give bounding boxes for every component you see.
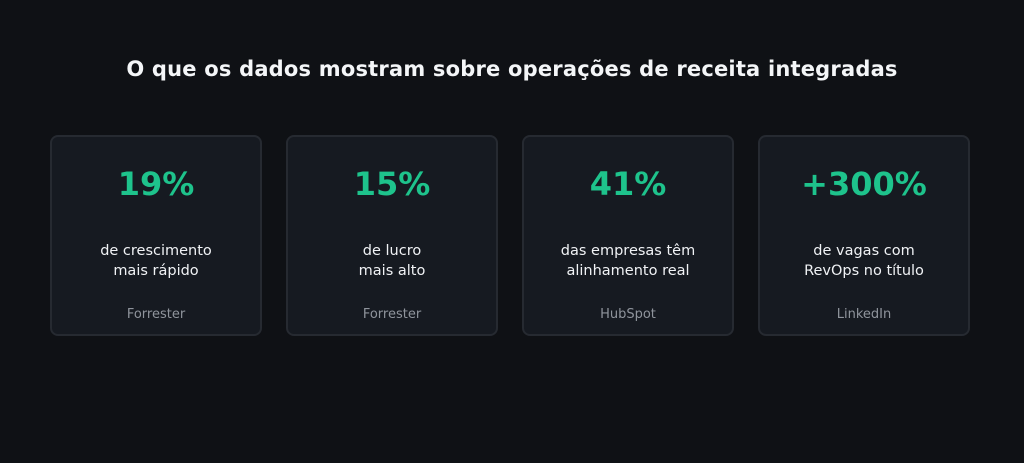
stats-cards: 19% de crescimento mais rápido Forrester… — [50, 135, 970, 336]
stat-source: Forrester — [126, 307, 186, 322]
stat-card-profit: 15% de lucro mais alto Forrester — [286, 135, 498, 336]
stat-description-line: mais rápido — [113, 263, 199, 279]
stat-description: de lucro mais alto — [288, 241, 496, 281]
stat-description-line: mais alto — [358, 263, 426, 279]
stat-description-line: das empresas têm — [560, 243, 696, 259]
stat-value: 15% — [353, 165, 431, 203]
stat-description: de crescimento mais rápido — [52, 241, 260, 281]
stat-value: 41% — [589, 165, 667, 203]
stat-card-jobs: +300% de vagas com RevOps no título Link… — [758, 135, 970, 336]
stat-description-line: RevOps no título — [804, 263, 924, 279]
stat-value: +300% — [801, 165, 927, 203]
stat-description: de vagas com RevOps no título — [760, 241, 968, 281]
stat-source: Forrester — [362, 307, 422, 322]
stat-source: LinkedIn — [836, 307, 892, 322]
stat-description-line: de vagas com — [813, 243, 915, 259]
stat-description-line: alinhamento real — [566, 263, 690, 279]
stat-value: 19% — [117, 165, 195, 203]
stat-description: das empresas têm alinhamento real — [524, 241, 732, 281]
stat-description-line: de crescimento — [100, 243, 212, 259]
stat-card-alignment: 41% das empresas têm alinhamento real Hu… — [522, 135, 734, 336]
stat-card-growth: 19% de crescimento mais rápido Forrester — [50, 135, 262, 336]
stat-description-line: de lucro — [362, 243, 422, 259]
page-title: O que os dados mostram sobre operações d… — [126, 57, 898, 81]
stat-source: HubSpot — [600, 307, 656, 322]
